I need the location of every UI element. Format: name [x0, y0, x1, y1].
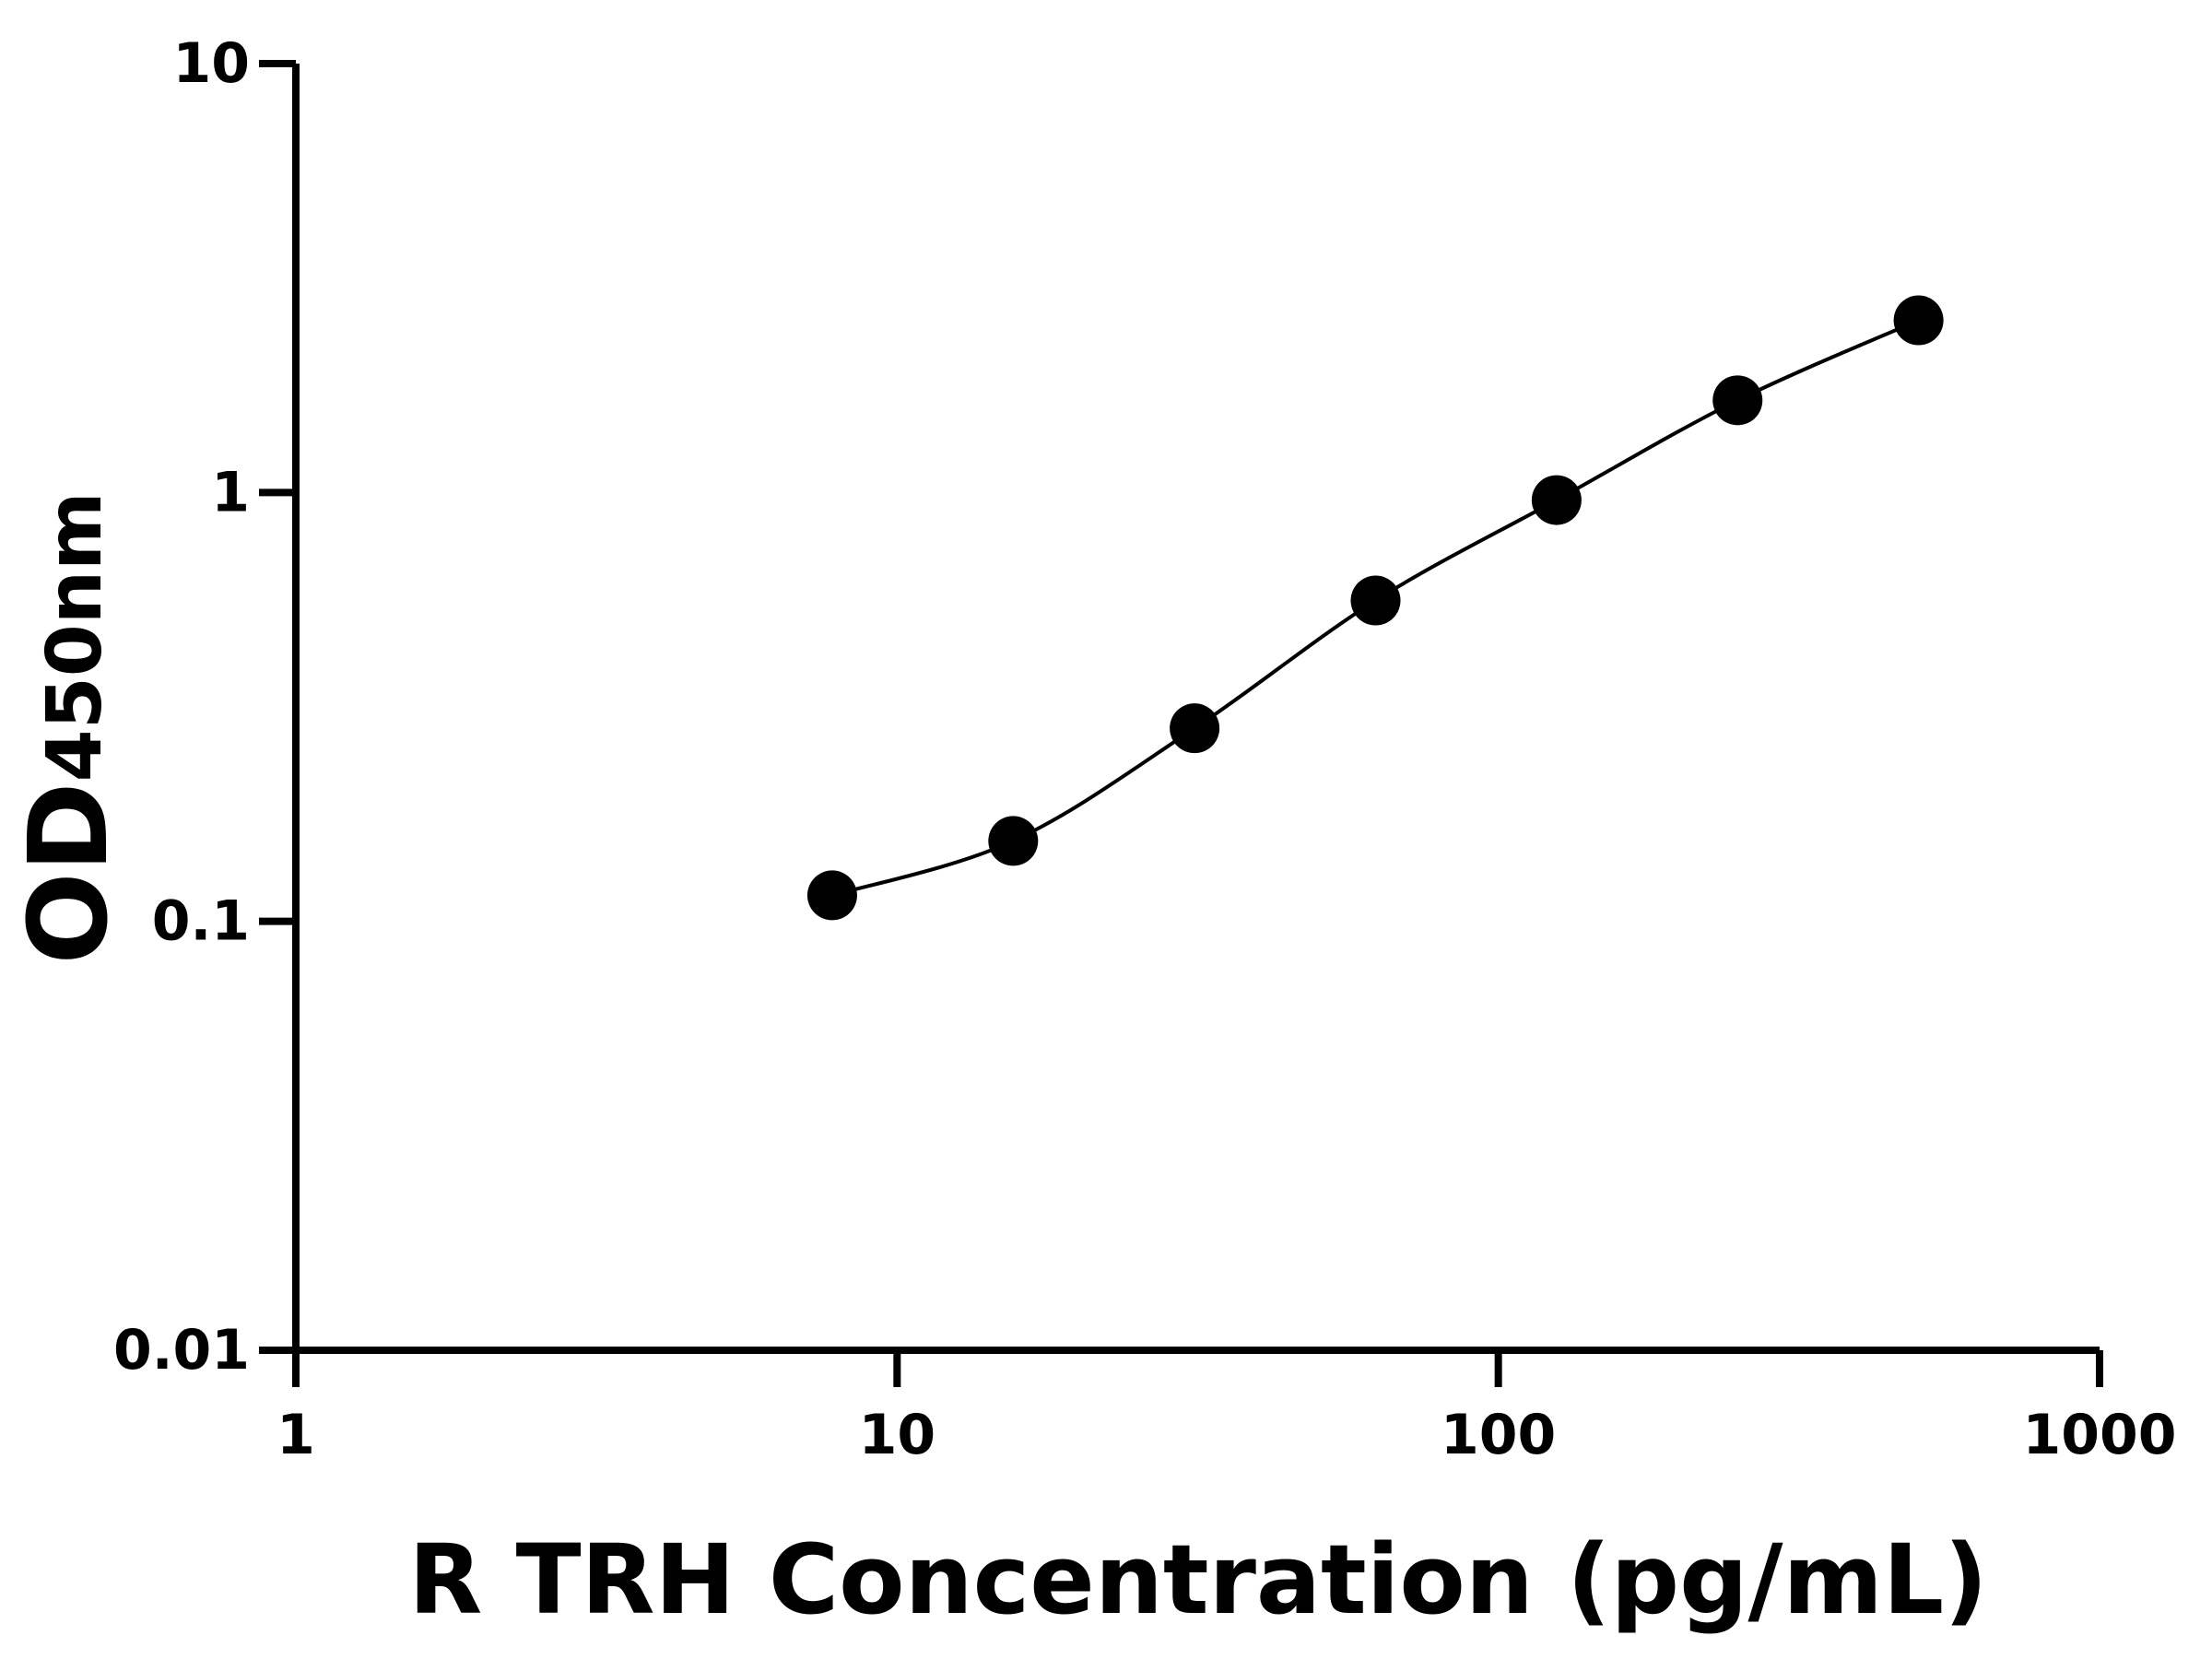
x-axis-title: R TRH Concentration (pg/mL): [408, 1524, 1987, 1636]
x-tick-label: 1: [276, 1403, 315, 1467]
y-tick-label: 1: [211, 460, 250, 524]
data-point: [1350, 575, 1401, 626]
data-point: [1170, 703, 1220, 754]
y-axis-title-main: OD: [5, 782, 132, 964]
y-axis-title: OD450nm: [5, 491, 132, 964]
y-axis-title-subscript: 450nm: [31, 491, 119, 782]
data-point: [1531, 475, 1582, 525]
x-tick-label: 1000: [2023, 1403, 2177, 1467]
y-tick-label: 0.1: [152, 889, 250, 954]
data-point: [1712, 375, 1763, 426]
x-tick-label: 10: [859, 1403, 936, 1467]
data-point: [806, 870, 857, 921]
data-point: [1893, 295, 1944, 346]
y-tick-label: 0.01: [113, 1318, 250, 1382]
x-tick-label: 100: [1441, 1403, 1556, 1467]
data-point: [988, 816, 1039, 866]
y-tick-label: 10: [173, 31, 251, 96]
